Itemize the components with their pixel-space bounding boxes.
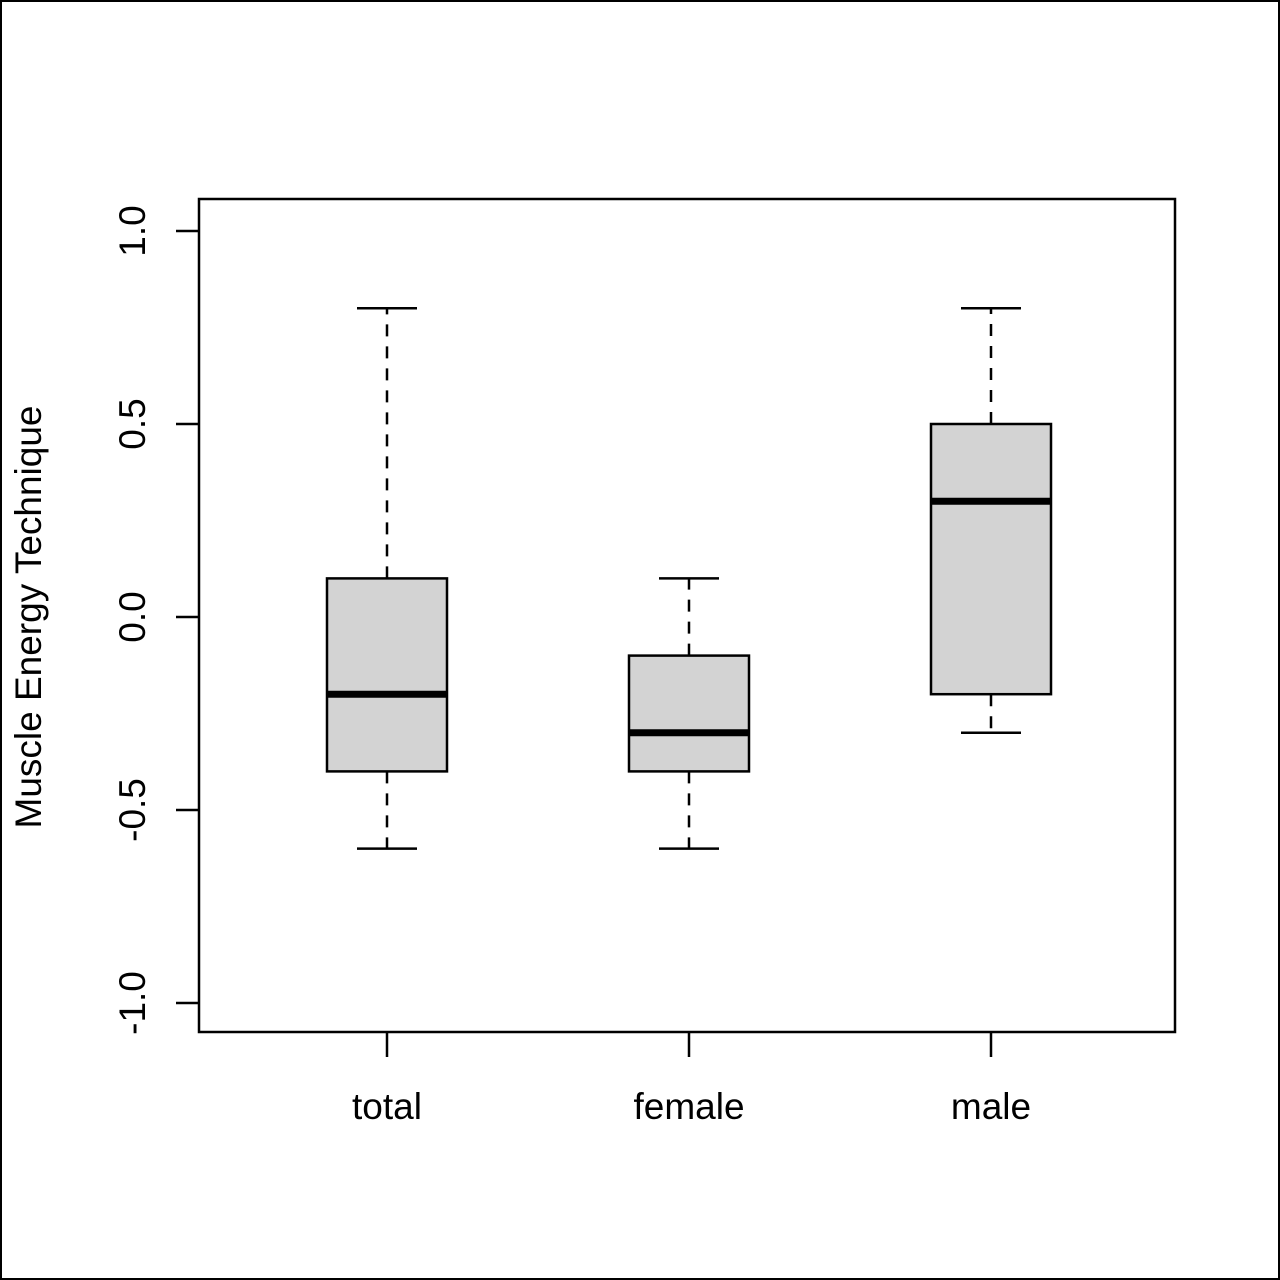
plot-frame [197, 197, 1177, 1034]
box-series [325, 306, 1053, 850]
x-axis: total female male [352, 1032, 1031, 1127]
x-tick-label: female [633, 1086, 744, 1127]
y-tick-label: 1.0 [112, 205, 153, 256]
iqr-box [627, 654, 751, 773]
y-axis: -1.0 -0.5 0.0 0.5 1.0 [112, 205, 199, 1035]
y-tick-label: -1.0 [112, 971, 153, 1035]
box-total [325, 306, 449, 850]
y-tick-label: 0.0 [112, 591, 153, 642]
iqr-box [325, 577, 449, 773]
box-male [929, 306, 1053, 735]
y-tick-label: -0.5 [112, 778, 153, 842]
y-axis-label: Muscle Energy Technique [8, 405, 49, 828]
y-tick-label: 0.5 [112, 398, 153, 449]
x-tick-label: total [352, 1086, 422, 1127]
box-female [627, 577, 751, 850]
iqr-box [929, 422, 1053, 696]
x-tick-label: male [951, 1086, 1031, 1127]
